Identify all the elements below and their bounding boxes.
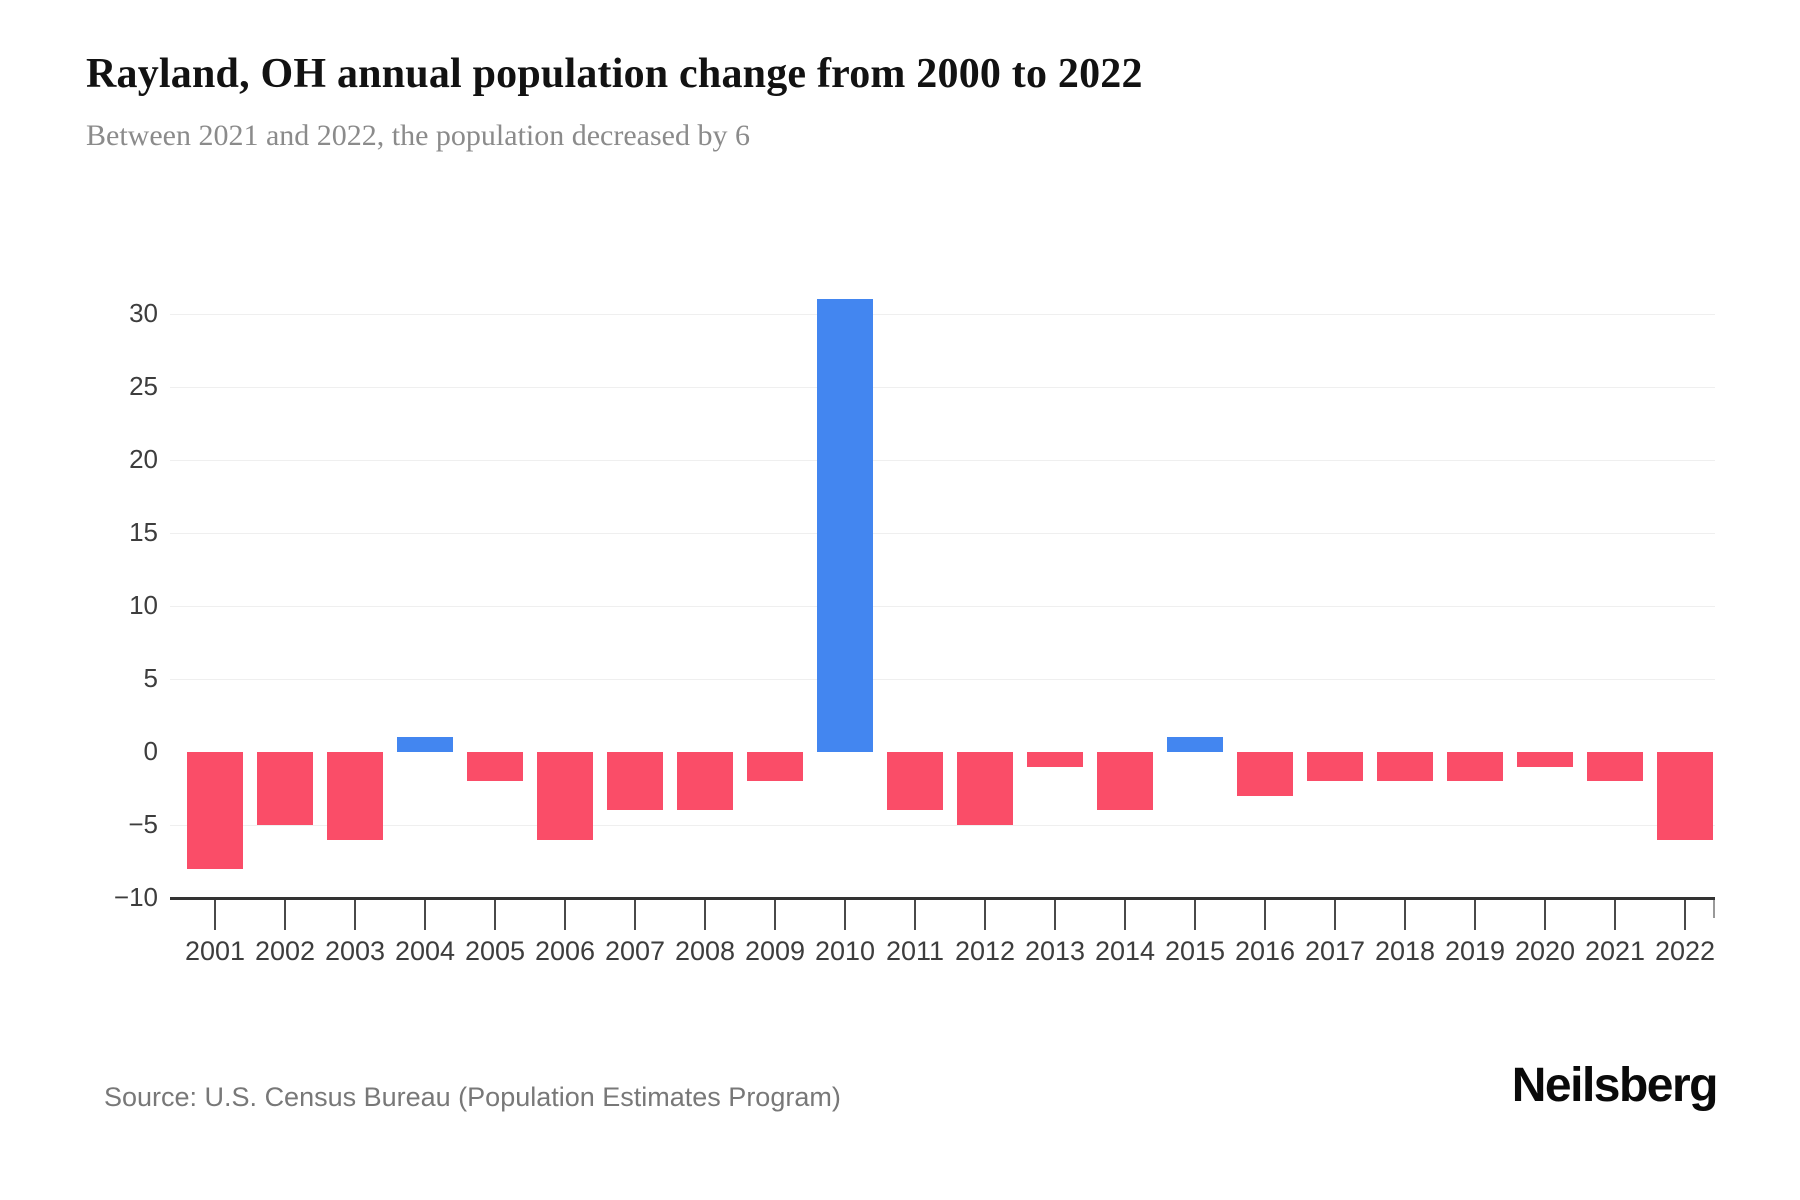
x-axis-tick-label: 2021 <box>1584 936 1646 966</box>
bar-2003[interactable] <box>327 752 383 840</box>
x-axis-tick-label: 2001 <box>184 936 246 966</box>
bar-2007[interactable] <box>607 752 663 811</box>
bar-2010[interactable] <box>817 299 873 752</box>
x-axis-tick-mark <box>1544 900 1546 930</box>
x-axis-tick-label: 2006 <box>534 936 596 966</box>
bar-2020[interactable] <box>1517 752 1573 767</box>
x-axis-tick-label: 2002 <box>254 936 316 966</box>
x-axis-line <box>170 897 1715 900</box>
x-axis-tick-mark <box>914 900 916 930</box>
x-axis-tick-mark <box>1124 900 1126 930</box>
gridline <box>170 606 1715 607</box>
x-axis-tick-label: 2020 <box>1514 936 1576 966</box>
x-axis-tick-label: 2013 <box>1024 936 1086 966</box>
source-attribution: Source: U.S. Census Bureau (Population E… <box>104 1082 841 1112</box>
y-axis-tick-label: 20 <box>129 443 158 474</box>
bar-2009[interactable] <box>747 752 803 782</box>
x-axis-tick-mark <box>1614 900 1616 930</box>
gridline <box>170 387 1715 388</box>
x-axis-tick-label: 2009 <box>744 936 806 966</box>
bar-2013[interactable] <box>1027 752 1083 767</box>
x-axis-tick-mark <box>494 900 496 930</box>
chart-subtitle: Between 2021 and 2022, the population de… <box>86 119 750 152</box>
x-axis-tick-label: 2010 <box>814 936 876 966</box>
x-axis-tick-mark <box>774 900 776 930</box>
bar-2008[interactable] <box>677 752 733 811</box>
x-axis-tick-mark <box>564 900 566 930</box>
x-axis-tick-mark <box>1334 900 1336 930</box>
y-axis-tick-label: 0 <box>143 735 158 766</box>
neilsberg-logo[interactable]: Neilsberg <box>1511 1059 1719 1112</box>
x-axis-tick-mark <box>704 900 706 930</box>
y-axis-tick-label: 15 <box>129 516 158 547</box>
bar-2006[interactable] <box>537 752 593 840</box>
x-axis-tick-label: 2004 <box>394 936 456 966</box>
y-axis-tick-label: 30 <box>129 297 158 328</box>
x-axis-end-tick <box>1713 900 1715 918</box>
x-axis-tick-mark <box>1404 900 1406 930</box>
x-axis-tick-label: 2005 <box>464 936 526 966</box>
bar-2005[interactable] <box>467 752 523 782</box>
y-axis-tick-label: 5 <box>143 662 158 693</box>
x-axis-tick-mark <box>214 900 216 930</box>
x-axis-tick-label: 2012 <box>954 936 1016 966</box>
bar-2015[interactable] <box>1167 737 1223 752</box>
bar-2022[interactable] <box>1657 752 1713 840</box>
bar-2016[interactable] <box>1237 752 1293 796</box>
x-axis-tick-mark <box>354 900 356 930</box>
gridline <box>170 825 1715 826</box>
x-axis-tick-label: 2022 <box>1654 936 1716 966</box>
y-axis-tick-label: 25 <box>129 370 158 401</box>
bar-2011[interactable] <box>887 752 943 811</box>
x-axis-tick-label: 2015 <box>1164 936 1226 966</box>
x-axis-tick-mark <box>1194 900 1196 930</box>
bar-2019[interactable] <box>1447 752 1503 782</box>
gridline <box>170 460 1715 461</box>
x-axis-tick-label: 2017 <box>1304 936 1366 966</box>
gridline <box>170 314 1715 315</box>
x-axis-tick-label: 2018 <box>1374 936 1436 966</box>
x-axis-tick-mark <box>424 900 426 930</box>
x-axis-tick-label: 2007 <box>604 936 666 966</box>
x-axis-tick-label: 2014 <box>1094 936 1156 966</box>
bar-2004[interactable] <box>397 737 453 752</box>
x-axis-tick-mark <box>1474 900 1476 930</box>
y-axis-tick-label: 10 <box>129 589 158 620</box>
x-axis-tick-mark <box>1264 900 1266 930</box>
bar-2014[interactable] <box>1097 752 1153 811</box>
y-axis-tick-label: −5 <box>128 808 158 839</box>
bar-2001[interactable] <box>187 752 243 869</box>
x-axis-tick-label: 2019 <box>1444 936 1506 966</box>
x-axis-tick-mark <box>844 900 846 930</box>
bar-2002[interactable] <box>257 752 313 825</box>
x-axis-tick-mark <box>634 900 636 930</box>
x-axis-tick-mark <box>984 900 986 930</box>
gridline <box>170 533 1715 534</box>
x-axis-tick-label: 2003 <box>324 936 386 966</box>
x-axis-tick-mark <box>284 900 286 930</box>
x-axis-tick-label: 2011 <box>885 936 945 966</box>
x-axis-tick-mark <box>1684 900 1686 930</box>
x-axis-tick-label: 2008 <box>674 936 736 966</box>
bar-2018[interactable] <box>1377 752 1433 782</box>
bar-2012[interactable] <box>957 752 1013 825</box>
y-axis-tick-label: −10 <box>113 881 158 912</box>
bar-2021[interactable] <box>1587 752 1643 782</box>
x-axis-tick-label: 2016 <box>1234 936 1296 966</box>
x-axis-tick-mark <box>1054 900 1056 930</box>
bar-2017[interactable] <box>1307 752 1363 782</box>
chart-title: Rayland, OH annual population change fro… <box>86 51 1143 97</box>
gridline <box>170 679 1715 680</box>
